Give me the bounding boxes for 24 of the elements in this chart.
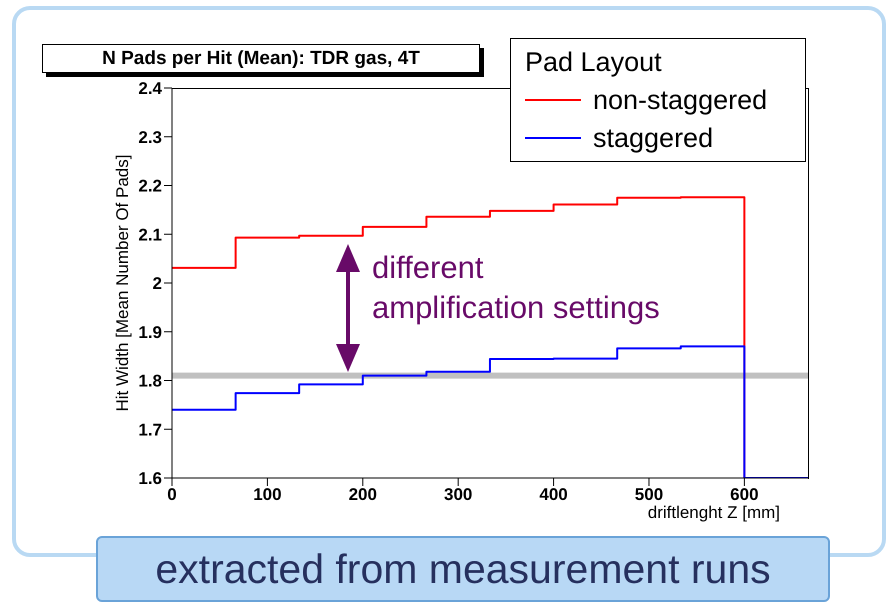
y-tick-label: 2.4 (138, 79, 163, 98)
y-tick-label: 2.1 (138, 225, 162, 244)
legend-label: staggered (593, 122, 714, 155)
text: extracted from measurement runs (96, 536, 830, 602)
x-tick-label: 300 (444, 485, 472, 504)
x-tick-label: 400 (539, 485, 568, 504)
legend-title: Pad Layout (525, 46, 663, 79)
y-tick-label: 1.6 (138, 469, 162, 488)
y-tick-label: 2 (152, 274, 162, 294)
chart-title: N Pads per Hit (Mean): TDR gas, 4T (42, 44, 480, 73)
legend-label: non-staggered (593, 84, 768, 117)
x-tick-label: 200 (348, 485, 377, 504)
x-tick-label: 100 (253, 485, 282, 504)
y-tick-label: 1.7 (138, 420, 162, 440)
x-tick-label: 500 (634, 485, 664, 504)
y-tick-label: 1.8 (138, 372, 162, 391)
x-tick-label: 600 (730, 485, 759, 504)
y-axis-title: Hit Width [Mean Number Of Pads] (112, 154, 133, 414)
y-tick-label: 2.2 (138, 176, 162, 196)
x-tick-label: 0 (167, 485, 177, 504)
y-tick-label: 2.3 (138, 128, 162, 147)
x-axis-title: driftlenght Z [mm] (648, 503, 780, 523)
y-tick-label: 1.9 (138, 322, 162, 342)
annotation: different amplification settings (372, 249, 660, 327)
